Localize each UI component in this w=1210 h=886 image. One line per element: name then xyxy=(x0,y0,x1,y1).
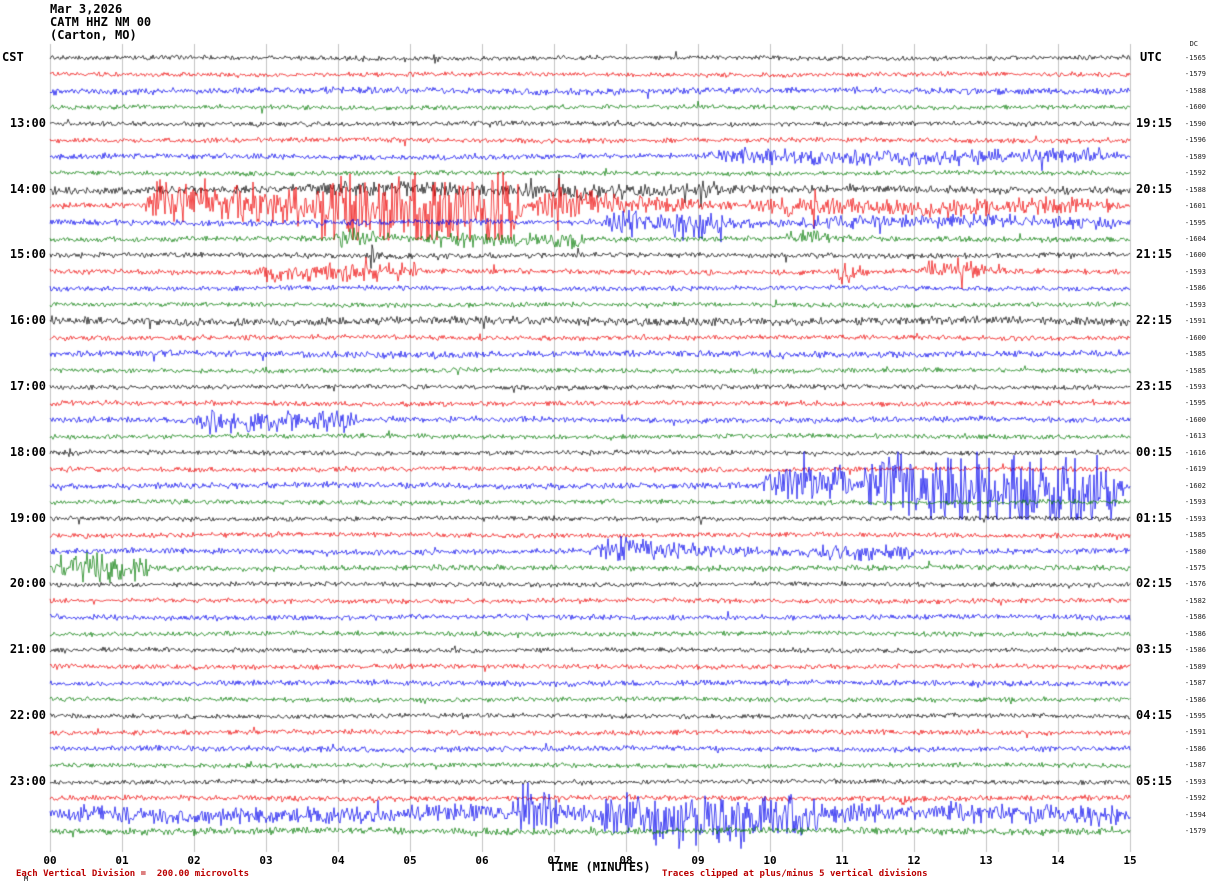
cst-time-label: 15:00 xyxy=(9,247,46,262)
dc-value: -1596 xyxy=(1184,136,1206,145)
cst-time-label: 14:00 xyxy=(9,181,46,196)
dc-value: -1595 xyxy=(1184,218,1206,227)
dc-value: -1586 xyxy=(1184,629,1206,638)
dc-value: -1592 xyxy=(1184,169,1206,178)
x-tick-label: 12 xyxy=(907,854,921,867)
dc-value: -1600 xyxy=(1184,415,1206,424)
x-tick-label: 07 xyxy=(547,854,561,867)
cst-time-label: 17:00 xyxy=(9,379,46,393)
clip-note: Traces clipped at plus/minus 5 vertical … xyxy=(662,869,928,879)
utc-time-label: 23:15 xyxy=(1136,379,1173,393)
x-tick-label: 08 xyxy=(619,854,633,867)
utc-time-label: 03:15 xyxy=(1136,642,1173,657)
dc-value: -1586 xyxy=(1184,613,1206,622)
dc-value: -1619 xyxy=(1184,465,1206,474)
cst-time-label: 23:00 xyxy=(9,773,46,788)
cst-time-label: 19:00 xyxy=(9,510,46,525)
utc-time-label: 00:15 xyxy=(1136,444,1173,459)
dc-value: -1565 xyxy=(1184,54,1206,62)
corner-mark: M xyxy=(24,875,29,883)
scale-note: Each Vertical Division = 200.00 microvol… xyxy=(16,869,249,879)
x-axis-title: TIME (MINUTES) xyxy=(549,860,651,874)
x-tick-label: 15 xyxy=(1123,854,1137,867)
utc-axis-label: UTC xyxy=(1140,50,1162,64)
dc-value: -1593 xyxy=(1184,300,1206,309)
x-tick-label: 13 xyxy=(979,854,993,867)
dc-value: -1585 xyxy=(1184,531,1206,540)
cst-time-label: 22:00 xyxy=(9,708,46,722)
dc-value: -1580 xyxy=(1184,547,1206,556)
x-tick-label: 02 xyxy=(187,854,201,867)
dc-value: -1593 xyxy=(1184,267,1206,276)
dc-value: -1600 xyxy=(1184,103,1206,112)
dc-value: -1595 xyxy=(1184,399,1206,408)
cst-time-label: 16:00 xyxy=(9,313,46,328)
cst-time-label: 13:00 xyxy=(9,115,46,130)
dc-value: -1590 xyxy=(1184,119,1206,128)
dc-value: -1586 xyxy=(1184,744,1206,753)
dc-value: -1595 xyxy=(1184,712,1206,720)
dc-value: -1589 xyxy=(1184,662,1206,671)
header-location: (Carton, MO) xyxy=(50,28,137,42)
cst-time-label: 20:00 xyxy=(9,576,46,591)
dc-value: -1587 xyxy=(1184,761,1206,770)
x-tick-label: 04 xyxy=(331,854,345,867)
header-date: Mar 3,2026 xyxy=(50,2,123,16)
dc-value: -1588 xyxy=(1184,185,1206,194)
dc-value: -1586 xyxy=(1184,695,1206,704)
dc-axis-label: DC xyxy=(1189,40,1198,48)
dc-value: -1576 xyxy=(1184,580,1206,589)
x-tick-label: 01 xyxy=(115,854,129,867)
dc-value: -1600 xyxy=(1184,333,1206,342)
dc-value: -1593 xyxy=(1184,498,1206,507)
utc-time-label: 21:15 xyxy=(1136,247,1173,262)
cst-axis-label: CST xyxy=(2,50,24,64)
utc-time-label: 02:15 xyxy=(1136,576,1173,591)
utc-time-label: 22:15 xyxy=(1136,313,1173,328)
utc-time-label: 01:15 xyxy=(1136,510,1173,525)
dc-value: -1575 xyxy=(1184,563,1206,572)
dc-value: -1585 xyxy=(1184,366,1206,375)
dc-value: -1579 xyxy=(1184,70,1206,79)
dc-value: -1593 xyxy=(1184,383,1206,391)
utc-time-label: 05:15 xyxy=(1136,773,1173,788)
x-tick-label: 03 xyxy=(259,854,273,867)
x-tick-label: 14 xyxy=(1051,854,1065,867)
utc-time-label: 04:15 xyxy=(1136,708,1173,722)
dc-value: -1579 xyxy=(1184,827,1206,836)
cst-time-label: 21:00 xyxy=(9,642,46,657)
dc-value: -1587 xyxy=(1184,679,1206,688)
dc-value: -1586 xyxy=(1184,284,1206,293)
utc-time-label: 20:15 xyxy=(1136,181,1173,196)
dc-value: -1586 xyxy=(1184,646,1206,655)
dc-value: -1613 xyxy=(1184,432,1206,441)
dc-value: -1591 xyxy=(1184,317,1206,326)
dc-value: -1591 xyxy=(1184,728,1206,737)
cst-time-label: 18:00 xyxy=(9,444,46,459)
dc-value: -1602 xyxy=(1184,481,1206,490)
header-station: CATM HHZ NM 00 xyxy=(50,15,152,29)
dc-value: -1616 xyxy=(1184,448,1206,457)
dc-value: -1593 xyxy=(1184,777,1206,786)
dc-value: -1592 xyxy=(1184,794,1206,803)
x-tick-label: 00 xyxy=(43,854,57,867)
dc-value: -1601 xyxy=(1184,202,1206,211)
dc-value: -1582 xyxy=(1184,596,1206,605)
x-tick-label: 09 xyxy=(691,854,705,867)
dc-value: -1593 xyxy=(1184,514,1206,523)
x-tick-label: 11 xyxy=(835,854,849,867)
dc-value: -1600 xyxy=(1184,251,1206,260)
dc-value: -1589 xyxy=(1184,152,1206,161)
dc-value: -1585 xyxy=(1184,350,1206,359)
x-tick-label: 10 xyxy=(763,854,777,867)
utc-time-label: 19:15 xyxy=(1136,115,1173,130)
dc-value: -1594 xyxy=(1184,810,1206,819)
x-tick-label: 05 xyxy=(403,854,417,867)
dc-value: -1588 xyxy=(1184,86,1206,95)
x-tick-label: 06 xyxy=(475,854,489,867)
dc-value: -1604 xyxy=(1184,234,1206,243)
